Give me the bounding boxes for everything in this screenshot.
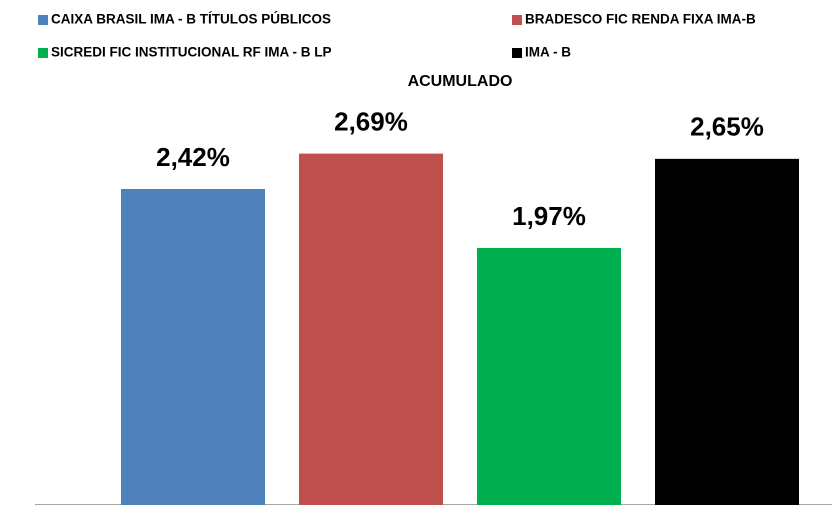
legend-label: SICREDI FIC INSTITUCIONAL RF IMA - B LP [51, 45, 332, 60]
bar [121, 188, 265, 505]
bar [477, 247, 621, 505]
category-label: ACUMULADO [408, 73, 513, 90]
legend-swatch [512, 48, 522, 58]
legend-label: IMA - B [525, 45, 571, 60]
legend-label: BRADESCO FIC RENDA FIXA IMA-B [525, 12, 756, 27]
value-label: 2,65% [690, 112, 764, 142]
value-label: 2,69% [334, 106, 408, 136]
legend-swatch [512, 15, 522, 25]
value-label: 1,97% [512, 201, 586, 231]
legend-label: CAIXA BRASIL IMA - B TÍTULOS PÚBLICOS [51, 12, 331, 27]
value-label: 2,42% [156, 142, 230, 172]
bar [299, 153, 443, 505]
legend-swatch [38, 15, 48, 25]
legend-swatch [38, 48, 48, 58]
bar [655, 158, 799, 505]
